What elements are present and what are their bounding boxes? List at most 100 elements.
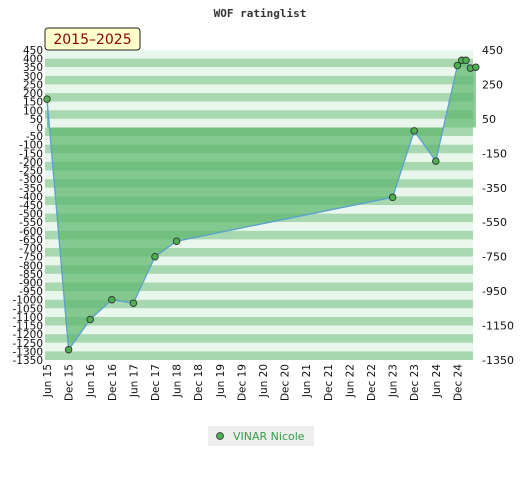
x-tick-label: Jun 16 (85, 364, 97, 398)
y-tick-label: -100 (19, 140, 43, 152)
y-tick-label: -550 (19, 217, 43, 229)
y-tick-label: -150 (19, 148, 43, 160)
x-tick-label: Dec 22 (366, 364, 378, 401)
y-tick-label: 0 (36, 123, 43, 135)
y-tick-label: 400 (23, 54, 43, 66)
y-tick-label: -850 (19, 269, 43, 281)
y-tick-label-right: -750 (482, 251, 507, 264)
data-point (108, 295, 116, 304)
y-tick-label: -1050 (12, 303, 43, 315)
legend-label: VINAR Nicole (233, 430, 305, 443)
y-tick-label: -50 (26, 131, 43, 143)
period-badge-text: 2015–2025 (53, 32, 131, 48)
y-tick-label: -1200 (12, 329, 43, 341)
y-axis-right: 450 250 50 -150 -350 -550 -750 -950 -1150 -1350 (482, 44, 514, 367)
y-tick-label: 150 (23, 97, 43, 109)
band-dark (45, 316, 473, 326)
data-point (432, 157, 440, 165)
x-tick-label: Jun 15 (42, 364, 54, 398)
x-axis: Jun 15 Dec 15 Jun 16 Dec 16 Jun 17 Dec 17 Jun … (42, 364, 464, 401)
y-tick-label: -200 (19, 157, 43, 169)
data-point (172, 237, 181, 245)
band-light (45, 325, 473, 335)
x-tick-label: Dec 15 (64, 364, 76, 401)
y-tick-label: 200 (23, 88, 43, 100)
band-dark (45, 248, 473, 257)
band-light (45, 118, 473, 128)
y-axis-left: 450400350300250200150100500-50-100-150-2… (12, 45, 43, 367)
y-tick-label: -1150 (12, 321, 43, 333)
chart-title: WOF ratinglist (214, 7, 307, 20)
data-point (129, 299, 138, 307)
y-tick-label-right: -150 (482, 147, 507, 160)
y-tick-label: -250 (19, 166, 43, 178)
band-dark (45, 58, 473, 68)
y-tick-label: -800 (19, 260, 43, 272)
y-tick-label-right: 50 (482, 113, 496, 126)
y-tick-label: -750 (19, 252, 43, 264)
data-point (151, 252, 159, 261)
y-tick-label: -1300 (12, 346, 43, 358)
band-dark (45, 110, 473, 119)
band-light (45, 84, 473, 94)
y-tick-label: 250 (23, 79, 43, 91)
x-tick-label: Jun 22 (344, 364, 356, 398)
x-tick-label: Jun 23 (388, 364, 400, 398)
band-light (45, 222, 473, 231)
y-tick-label: -700 (19, 243, 43, 255)
y-tick-label: -400 (19, 191, 43, 203)
band-light (45, 239, 473, 249)
data-point (453, 61, 462, 70)
x-tick-label: Jun 18 (172, 364, 184, 398)
band-light (45, 67, 473, 76)
area-fill (47, 60, 476, 350)
x-tick-label: Jun 21 (301, 364, 313, 398)
data-point (388, 193, 397, 202)
y-tick-label: -500 (19, 209, 43, 221)
x-tick-label: Jun 24 (431, 364, 443, 398)
y-tick-label-right: 250 (482, 78, 503, 91)
band-dark (45, 334, 473, 343)
band-light (45, 50, 473, 59)
y-tick-label-right: -1350 (482, 354, 514, 367)
x-tick-label: Dec 20 (280, 364, 292, 401)
x-tick-label: Jun 20 (258, 364, 270, 398)
y-tick-label-right: -350 (482, 182, 507, 195)
y-tick-label-right: -950 (482, 285, 507, 298)
y-tick-label: 100 (23, 105, 43, 117)
y-tick-label-right: 450 (482, 44, 503, 57)
data-point (462, 56, 470, 65)
data-point (86, 315, 94, 324)
y-tick-label: 450 (23, 45, 43, 57)
band-light (45, 308, 473, 317)
x-tick-label: Dec 21 (323, 364, 335, 401)
band-dark (45, 299, 473, 309)
x-tick-label: Jun 19 (215, 364, 227, 398)
band-dark (45, 265, 473, 274)
legend-marker (216, 432, 224, 440)
y-tick-label: -650 (19, 234, 43, 246)
y-tick-label-right: -1150 (482, 320, 514, 333)
y-tick-label-right: -550 (482, 216, 507, 229)
y-tick-label: -300 (19, 174, 43, 186)
band-light (45, 342, 473, 352)
y-tick-label: 50 (30, 114, 43, 126)
data-point (43, 95, 51, 103)
y-tick-label: 350 (23, 62, 43, 74)
y-tick-label: -600 (19, 226, 43, 238)
x-tick-label: Dec 16 (107, 364, 119, 401)
x-tick-label: Dec 17 (150, 364, 162, 401)
x-tick-label: Jun 17 (128, 364, 140, 398)
y-tick-label: -1000 (12, 295, 43, 307)
x-tick-label: Dec 24 (452, 364, 464, 401)
y-tick-label: -1350 (12, 355, 43, 367)
legend: VINAR Nicole (208, 426, 314, 446)
band-dark (45, 230, 473, 240)
band-dark (45, 75, 473, 85)
band-light (45, 273, 473, 283)
y-tick-label: -1100 (12, 312, 43, 324)
y-tick-label: -450 (19, 200, 43, 212)
band-dark (45, 282, 473, 292)
band-light (45, 101, 473, 111)
